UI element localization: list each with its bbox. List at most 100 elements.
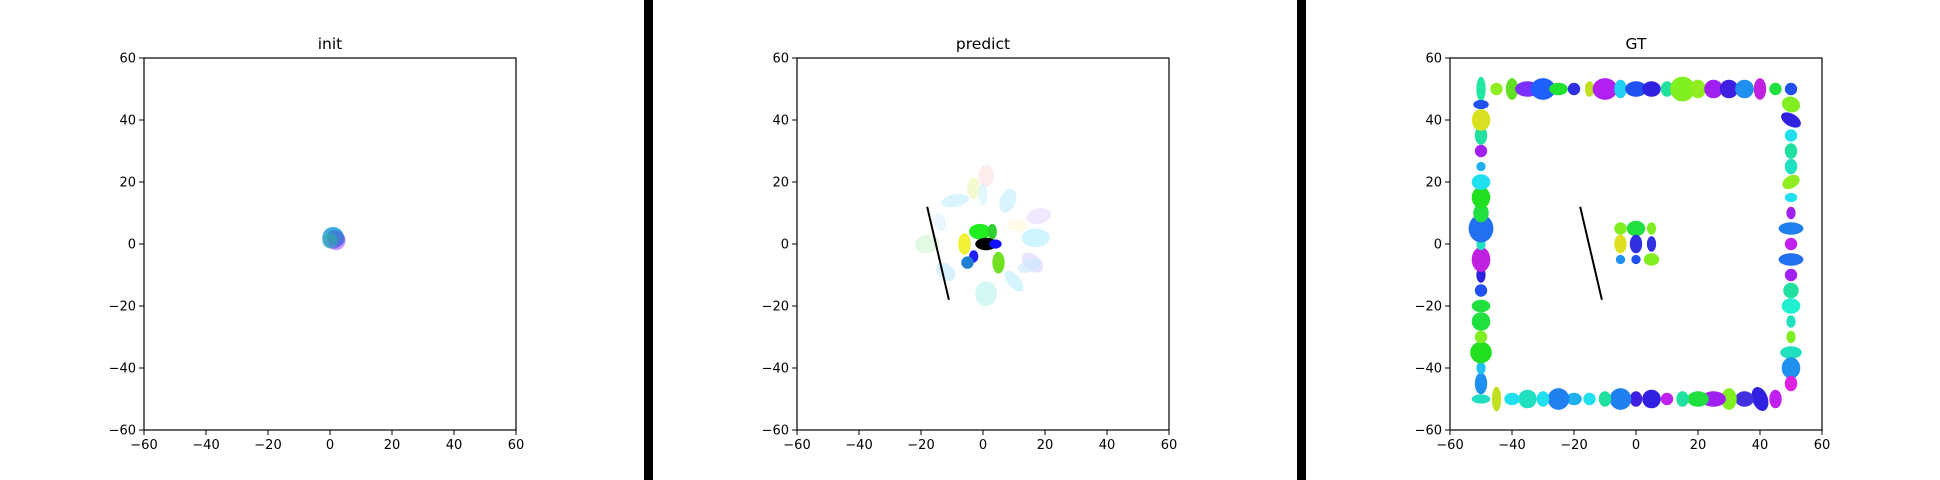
data-ellipse — [1490, 82, 1503, 96]
y-tick-label: 0 — [1434, 238, 1442, 253]
data-ellipse — [932, 213, 947, 232]
x-tick-label: 40 — [446, 438, 463, 453]
data-ellipse — [1670, 76, 1695, 102]
data-ellipse — [1518, 389, 1537, 409]
panel-gt: −60 −40 −20 0 20 40 60 −60 −40 −20 0 20 40 60 GT — [1415, 35, 1831, 453]
data-ellipse — [1784, 192, 1798, 203]
data-ellipse — [1783, 282, 1799, 299]
panel-predict: −60 −40 −20 0 20 40 60 −60 −40 −20 0 20 40 60 predict — [762, 35, 1178, 453]
x-tick-label: 20 — [1690, 438, 1707, 453]
data-line — [1579, 206, 1603, 301]
x-tick-label: −40 — [1498, 438, 1525, 453]
data-ellipse — [1584, 81, 1595, 97]
data-ellipse — [1614, 79, 1627, 99]
data-ellipse — [1782, 174, 1800, 190]
data-ellipse — [1026, 207, 1051, 225]
y-tick-label: 0 — [128, 238, 136, 253]
data-ellipse — [999, 188, 1017, 213]
data-ellipse — [936, 262, 956, 282]
data-ellipse — [1646, 236, 1657, 252]
data-ellipse — [1751, 387, 1769, 411]
y-tick-label: 20 — [1425, 176, 1442, 191]
chart-title: GT — [1626, 35, 1647, 53]
data-ellipse — [1778, 222, 1804, 235]
panel-init: −60 −40 −20 0 20 40 60 −60 −40 −20 0 20 40 60 init — [109, 35, 525, 453]
data-ellipse — [978, 183, 988, 206]
y-tick-label: −40 — [1415, 362, 1442, 377]
data-ellipse — [1781, 96, 1801, 113]
x-tick-label: 40 — [1099, 438, 1116, 453]
y-tick-label: 40 — [1425, 114, 1442, 129]
data-ellipse — [1704, 79, 1723, 99]
data-ellipse — [1471, 247, 1491, 272]
data-ellipse — [1505, 78, 1519, 100]
data-ellipse — [1504, 392, 1520, 406]
data-ellipse — [914, 234, 940, 254]
y-tick-label: 20 — [772, 176, 789, 191]
data-ellipse — [1784, 129, 1798, 142]
data-ellipse — [1690, 79, 1706, 99]
data-ellipse — [1006, 219, 1028, 232]
y-tick-label: 60 — [1425, 52, 1442, 67]
data-ellipse — [1470, 341, 1492, 364]
data-ellipse — [1660, 81, 1674, 97]
data-ellipse — [1629, 391, 1643, 407]
data-ellipse — [1530, 78, 1556, 100]
data-ellipse — [961, 256, 974, 269]
data-ellipse — [978, 164, 994, 187]
data-ellipse — [1781, 357, 1801, 379]
data-ellipse — [958, 233, 971, 255]
panel-divider — [644, 0, 653, 480]
y-tick-label: −60 — [109, 424, 136, 439]
data-ellipse — [1735, 391, 1754, 407]
y-tick-label: −20 — [1415, 300, 1442, 315]
data-ellipse — [1474, 284, 1488, 297]
y-tick-label: −60 — [762, 424, 789, 439]
data-ellipse — [1784, 158, 1798, 175]
data-ellipse — [1625, 81, 1647, 97]
y-tick-label: −60 — [1415, 424, 1442, 439]
y-tick-label: −20 — [109, 300, 136, 315]
data-line — [926, 206, 950, 301]
data-ellipse — [1784, 268, 1798, 282]
x-tick-label: 20 — [1037, 438, 1054, 453]
data-ellipse — [1735, 79, 1754, 99]
data-ellipse — [975, 281, 997, 306]
data-ellipse — [1780, 346, 1802, 359]
data-ellipse — [1547, 388, 1570, 410]
data-ellipse — [1784, 237, 1798, 251]
data-ellipse — [1592, 78, 1618, 100]
x-tick-label: 60 — [1814, 438, 1831, 453]
data-ellipse — [1615, 254, 1626, 265]
data-ellipse — [1784, 143, 1798, 159]
data-ellipse — [1769, 389, 1782, 409]
data-ellipse — [1471, 109, 1491, 131]
x-tick-label: −40 — [845, 438, 872, 453]
x-tick-label: 0 — [1632, 438, 1640, 453]
data-ellipse — [1660, 392, 1674, 406]
data-ellipse — [1786, 206, 1796, 220]
y-tick-label: −20 — [762, 300, 789, 315]
data-ellipse — [1753, 78, 1767, 100]
data-ellipse — [1474, 144, 1488, 158]
data-ellipse — [1566, 392, 1582, 406]
data-ellipse — [1781, 298, 1801, 314]
data-ellipse — [1474, 372, 1488, 395]
data-ellipse — [1643, 253, 1660, 266]
plot-area — [322, 226, 346, 251]
y-tick-label: 60 — [119, 52, 136, 67]
y-tick-label: −40 — [109, 362, 136, 377]
y-tick-label: 40 — [119, 114, 136, 129]
plot-area — [914, 164, 1051, 306]
data-ellipse — [1614, 234, 1627, 254]
data-ellipse — [1583, 392, 1596, 406]
data-ellipse — [1567, 82, 1581, 96]
x-tick-label: 40 — [1752, 438, 1769, 453]
x-tick-label: 0 — [326, 438, 334, 453]
chart-title: predict — [956, 35, 1010, 53]
data-ellipse — [1471, 186, 1491, 209]
x-tick-label: 60 — [1161, 438, 1178, 453]
data-ellipse — [1719, 79, 1739, 99]
chart-title: init — [318, 35, 343, 53]
